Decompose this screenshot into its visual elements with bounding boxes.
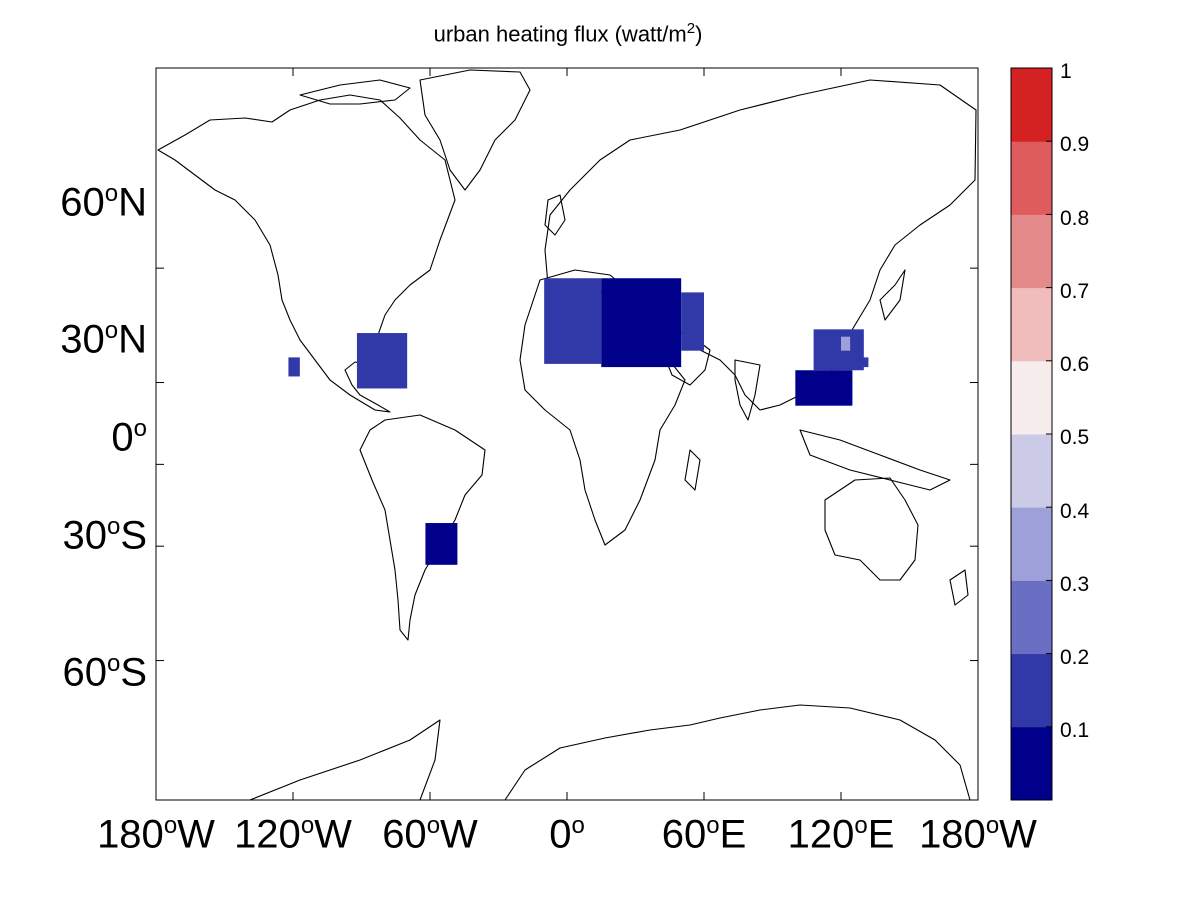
heating-flux-cell	[356, 333, 408, 389]
lon-label-120w: 120oW	[234, 812, 352, 857]
colorbar-segment	[1011, 726, 1052, 801]
lon-label-60e: 60oE	[661, 812, 747, 857]
colorbar-tick-label: 0.1	[1060, 719, 1090, 742]
lon-label-0: 0o	[549, 812, 585, 857]
map-title: urban heating flux (watt/m2)	[433, 20, 703, 47]
colorbar-segment	[1011, 434, 1052, 508]
coastline-arctic-islands	[299, 79, 411, 105]
colorbar-tick-label: 0.7	[1060, 280, 1090, 303]
heating-flux-cell	[859, 357, 869, 368]
coastline-new-zealand	[949, 569, 969, 606]
lat-label-30s: 30oS	[62, 513, 147, 558]
heating-flux-cell	[288, 357, 300, 377]
coastline-greenland	[419, 69, 531, 191]
coastline-british-isles	[544, 194, 566, 236]
colorbar-segment	[1011, 68, 1052, 142]
colorbar-segment	[1011, 214, 1052, 289]
colorbar-tick-label: 0.5	[1060, 426, 1090, 449]
colorbar-segment	[1011, 287, 1052, 362]
coastline-antarctic-peninsula	[249, 719, 441, 801]
heating-flux-cell	[681, 292, 704, 351]
heating-flux-cells	[288, 278, 869, 565]
coastline-southeast-asia-islands	[799, 429, 951, 491]
coastline-madagascar	[684, 449, 701, 491]
colorbar-tick-label: 0.9	[1060, 133, 1090, 156]
lon-label-120e: 120oE	[787, 812, 895, 857]
coastline-south-america	[359, 414, 486, 641]
colorbar-segment	[1011, 507, 1052, 581]
lon-label-180w-left: 180oW	[97, 812, 215, 857]
colorbar-segment	[1011, 580, 1052, 655]
colorbar-tick-label: 0.2	[1060, 646, 1090, 669]
colorbar-tick-label: 0.4	[1060, 500, 1090, 523]
lon-label-180w-right: 180oW	[919, 812, 1037, 857]
colorbar-segment	[1011, 360, 1052, 435]
heating-flux-cell	[544, 278, 602, 364]
lat-label-30n: 30oN	[60, 317, 147, 362]
colorbar-tick-label: 0.8	[1060, 207, 1090, 230]
heating-flux-cell	[425, 523, 458, 565]
coastline-japan	[879, 269, 906, 321]
lat-label-0: 0o	[111, 415, 147, 460]
colorbar-tick-label: 1	[1060, 60, 1072, 83]
heating-flux-cell	[841, 336, 851, 351]
heating-flux-cell	[813, 329, 864, 371]
colorbar-tick-label: 0.6	[1060, 353, 1090, 376]
colorbar-segment	[1011, 141, 1052, 215]
coastlines	[157, 69, 977, 801]
coastline-antarctica	[504, 704, 971, 801]
heating-flux-cell	[795, 370, 853, 406]
lat-label-60s: 60oS	[62, 650, 147, 695]
colorbar	[1010, 67, 1053, 801]
coastline-australia	[824, 477, 919, 581]
colorbar-segment	[1011, 653, 1052, 728]
colorbar-tick-label: 0.3	[1060, 573, 1090, 596]
coastline-india	[734, 359, 761, 421]
map-frame	[155, 67, 979, 801]
axis-ticks	[155, 68, 979, 800]
heating-flux-cell	[601, 278, 682, 368]
lon-label-60w: 60oW	[382, 812, 478, 857]
lat-label-60n: 60oN	[60, 180, 147, 225]
